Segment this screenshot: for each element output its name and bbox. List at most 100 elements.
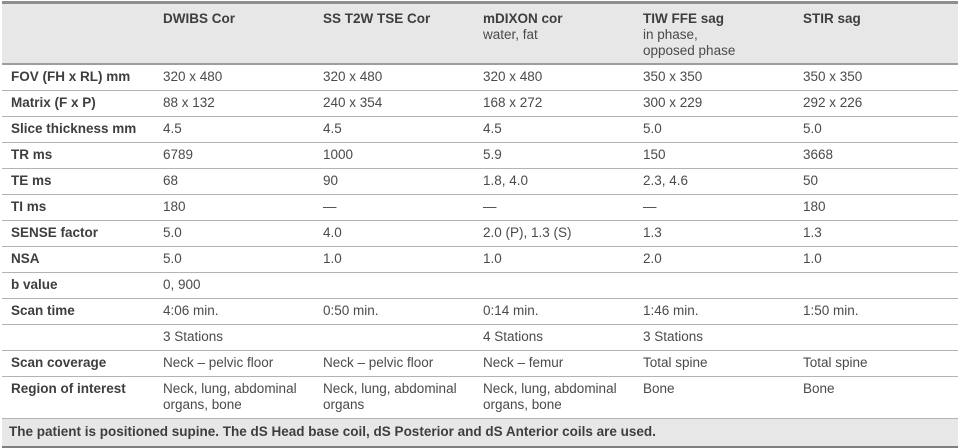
table-cell: 180 bbox=[163, 199, 186, 214]
table-cell: 0:50 min. bbox=[323, 303, 379, 318]
table-cell: 0:14 min. bbox=[483, 303, 539, 318]
table-row-region-of-interest: Region of interest Neck, lung, abdominal… bbox=[2, 376, 958, 419]
table-cell: 350 x 350 bbox=[643, 69, 703, 84]
table-cell: 0, 900 bbox=[163, 277, 201, 292]
table-cell: 5.9 bbox=[483, 147, 502, 162]
table-cell: 1.3 bbox=[643, 225, 662, 240]
table-cell bbox=[802, 273, 958, 299]
column-header-ss-t2w: SS T2W TSE Cor bbox=[322, 2, 482, 65]
table-row-te: TE ms 68 90 1.8, 4.0 2.3, 4.6 50 bbox=[2, 168, 958, 195]
table-row-b-value: b value 0, 900 bbox=[2, 272, 958, 299]
column-header-dwibs: DWIBS Cor bbox=[162, 2, 322, 65]
table-cell: Bone bbox=[643, 381, 675, 396]
table-cell: 320 x 480 bbox=[323, 69, 383, 84]
table-row-scan-coverage: Scan coverage Neck – pelvic floor Neck –… bbox=[2, 350, 958, 377]
table-cell: 5.0 bbox=[803, 121, 822, 136]
table-cell: 1:50 min. bbox=[803, 303, 859, 318]
table-cell: Neck, lung, abdominal organs, bone bbox=[163, 381, 297, 412]
table-cell bbox=[642, 273, 802, 299]
table-cell: 6789 bbox=[163, 147, 194, 162]
table-cell: 3 Stations bbox=[163, 329, 224, 344]
table-cell: 168 x 272 bbox=[483, 95, 543, 110]
table-cell: Total spine bbox=[803, 355, 868, 370]
table-row-matrix: Matrix (F x P) 88 x 132 240 x 354 168 x … bbox=[2, 90, 958, 117]
row-label: TI ms bbox=[11, 199, 47, 214]
column-header-subtitle: water, fat bbox=[483, 27, 538, 42]
column-header-title: TIW FFE sag bbox=[643, 11, 724, 26]
table-cell: 4 Stations bbox=[483, 329, 544, 344]
footer-note: The patient is positioned supine. The dS… bbox=[2, 418, 958, 448]
table-cell: — bbox=[643, 199, 657, 214]
table-cell: 2.0 bbox=[643, 251, 662, 266]
column-header-stir: STIR sag bbox=[802, 2, 958, 65]
column-header-tiw-ffe: TIW FFE sag in phase, opposed phase bbox=[642, 2, 802, 65]
table-cell: 1:46 min. bbox=[643, 303, 699, 318]
table-cell: 4:06 min. bbox=[163, 303, 219, 318]
row-label: SENSE factor bbox=[11, 225, 99, 240]
table-cell: — bbox=[483, 199, 497, 214]
table-cell: Neck, lung, abdominal organs bbox=[323, 381, 457, 412]
table-cell: 320 x 480 bbox=[163, 69, 223, 84]
table-cell: 50 bbox=[803, 173, 819, 188]
table-cell: 5.0 bbox=[163, 225, 182, 240]
table-cell: 1.0 bbox=[323, 251, 342, 266]
row-label: TR ms bbox=[11, 147, 53, 162]
table-cell: Bone bbox=[803, 381, 835, 396]
row-label: FOV (FH x RL) mm bbox=[11, 69, 131, 84]
table-cell: Neck – pelvic floor bbox=[163, 355, 274, 370]
table-cell: 5.0 bbox=[163, 251, 182, 266]
table-cell: 150 bbox=[643, 147, 666, 162]
table-cell: 4.5 bbox=[163, 121, 182, 136]
table-cell: Total spine bbox=[643, 355, 708, 370]
table-cell bbox=[322, 273, 482, 299]
row-label: Scan time bbox=[11, 303, 75, 318]
column-header-empty bbox=[2, 2, 162, 65]
table-row-scan-time: Scan time 4:06 min. 0:50 min. 0:14 min. … bbox=[2, 298, 958, 325]
table-cell: Neck – femur bbox=[483, 355, 564, 370]
column-header-title: STIR sag bbox=[803, 11, 861, 26]
table-cell: 3668 bbox=[803, 147, 834, 162]
table-cell: 1.0 bbox=[803, 251, 822, 266]
table-cell: 180 bbox=[803, 199, 826, 214]
table-cell: 292 x 226 bbox=[803, 95, 863, 110]
table-cell bbox=[482, 273, 642, 299]
table-cell: 350 x 350 bbox=[803, 69, 863, 84]
table-cell: 3 Stations bbox=[643, 329, 704, 344]
table-cell: 2.3, 4.6 bbox=[643, 173, 689, 188]
table-cell: 300 x 229 bbox=[643, 95, 703, 110]
row-label: NSA bbox=[11, 251, 40, 266]
row-label: Slice thickness mm bbox=[11, 121, 137, 136]
table-cell: 5.0 bbox=[643, 121, 662, 136]
table-row-fov: FOV (FH x RL) mm 320 x 480 320 x 480 320… bbox=[2, 64, 958, 91]
footer-row: The patient is positioned supine. The dS… bbox=[2, 418, 958, 448]
table-row-stations: 3 Stations 4 Stations 3 Stations bbox=[2, 324, 958, 351]
column-header-subtitle: in phase, opposed phase bbox=[643, 27, 736, 58]
table-cell: 320 x 480 bbox=[483, 69, 543, 84]
table-cell: 2.0 (P), 1.3 (S) bbox=[483, 225, 572, 240]
table-cell: 1.8, 4.0 bbox=[483, 173, 529, 188]
row-label: TE ms bbox=[11, 173, 52, 188]
table-cell: 1.3 bbox=[803, 225, 822, 240]
header-row: DWIBS Cor SS T2W TSE Cor mDIXON cor water… bbox=[2, 2, 958, 65]
table-cell: 88 x 132 bbox=[163, 95, 215, 110]
row-label: Scan coverage bbox=[11, 355, 107, 370]
table-cell bbox=[322, 325, 482, 351]
table-row-nsa: NSA 5.0 1.0 1.0 2.0 1.0 bbox=[2, 246, 958, 273]
column-header-mdixon: mDIXON cor water, fat bbox=[482, 2, 642, 65]
table-cell: 1000 bbox=[323, 147, 354, 162]
table-cell: Neck, lung, abdominal organs, bone bbox=[483, 381, 617, 412]
table-cell: — bbox=[323, 199, 337, 214]
column-header-title: DWIBS Cor bbox=[163, 11, 235, 26]
table-row-slice-thickness: Slice thickness mm 4.5 4.5 4.5 5.0 5.0 bbox=[2, 116, 958, 143]
row-label: Region of interest bbox=[11, 381, 126, 396]
table-row-ti: TI ms 180 — — — 180 bbox=[2, 194, 958, 221]
table-cell: 4.5 bbox=[323, 121, 342, 136]
table-cell: 240 x 354 bbox=[323, 95, 383, 110]
table-cell: 4.0 bbox=[323, 225, 342, 240]
table-cell bbox=[802, 325, 958, 351]
table-cell: 68 bbox=[163, 173, 179, 188]
table-row-tr: TR ms 6789 1000 5.9 150 3668 bbox=[2, 142, 958, 169]
column-header-title: mDIXON cor bbox=[483, 11, 563, 26]
table-row-sense-factor: SENSE factor 5.0 4.0 2.0 (P), 1.3 (S) 1.… bbox=[2, 220, 958, 247]
